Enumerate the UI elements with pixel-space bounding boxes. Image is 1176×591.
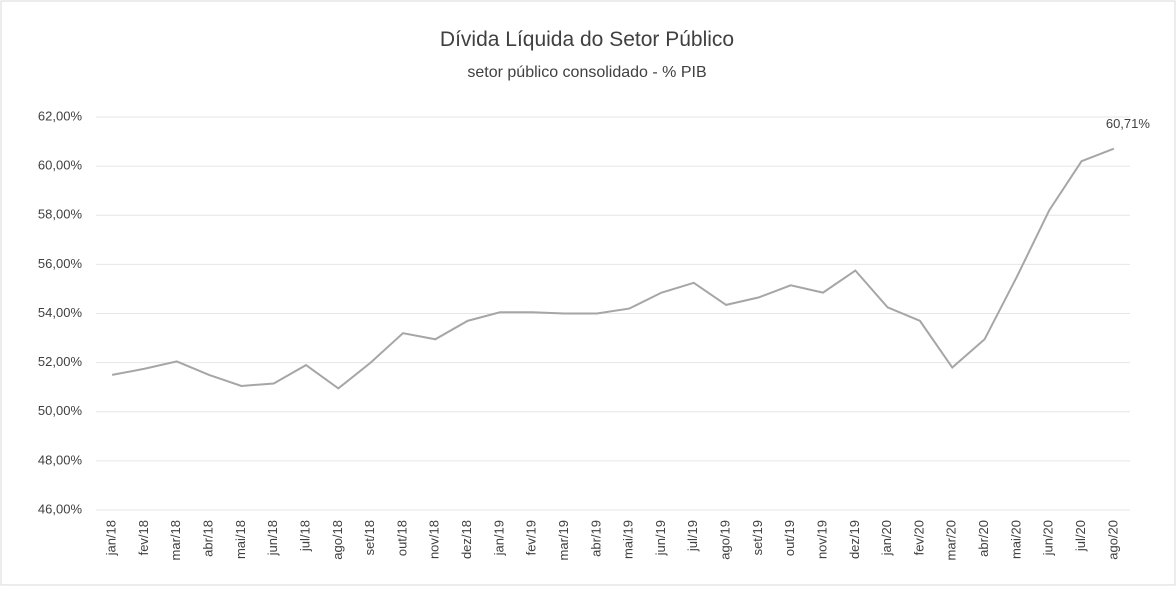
x-tick-label: jul/19 [685,520,700,552]
y-tick-label: 54,00% [38,305,83,320]
x-tick-label: jun/18 [265,520,280,556]
x-tick-label: mar/20 [944,520,959,560]
y-tick-label: 62,00% [38,108,83,123]
x-tick-label: jul/20 [1073,520,1088,552]
x-tick-label: ago/18 [330,520,345,560]
x-tick-label: abr/20 [976,520,991,557]
x-tick-label: mai/19 [621,520,636,559]
x-tick-label: nov/19 [814,520,829,559]
x-tick-label: ago/19 [718,520,733,560]
x-tick-label: jun/20 [1041,520,1056,556]
x-tick-label: mar/19 [556,520,571,560]
y-tick-label: 46,00% [38,501,83,516]
x-tick-label: jun/19 [653,520,668,556]
x-tick-label: mai/20 [1008,520,1023,559]
x-tick-label: mar/18 [168,520,183,560]
data-line [111,147,1115,390]
y-tick-label: 60,00% [38,158,83,173]
x-tick-label: dez/18 [459,520,474,559]
x-tick-label: out/19 [782,520,797,556]
x-tick-label: set/18 [362,520,377,555]
x-tick-label: jan/19 [491,520,506,556]
chart-title: Dívida Líquida do Setor Público [440,28,734,51]
x-tick-label: jan/18 [104,520,119,556]
x-tick-label: nov/18 [427,520,442,559]
x-tick-label: abr/18 [201,520,216,557]
x-tick-label: mai/18 [233,520,248,559]
x-tick-label: fev/20 [911,520,926,555]
chart-subtitle: setor público consolidado - % PIB [467,64,706,81]
y-tick-label: 58,00% [38,207,83,222]
data-label: 60,71% [1106,116,1151,131]
x-tick-label: out/18 [394,520,409,556]
x-tick-label: abr/19 [588,520,603,557]
y-tick-label: 52,00% [38,354,83,369]
y-tick-label: 48,00% [38,452,83,467]
x-tick-label: ago/20 [1105,520,1120,560]
x-tick-label: jan/20 [879,520,894,556]
x-tick-label: dez/19 [847,520,862,559]
x-tick-label: fev/19 [524,520,539,555]
x-tick-label: jul/18 [297,520,312,552]
x-tick-label: set/19 [750,520,765,555]
x-tick-label: fev/18 [136,520,151,555]
y-tick-label: 56,00% [38,256,83,271]
y-tick-label: 50,00% [38,403,83,418]
